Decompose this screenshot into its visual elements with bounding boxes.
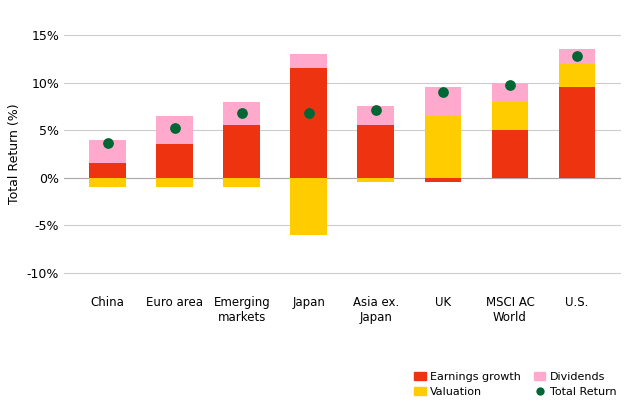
Bar (223, 102, 260, 126)
Bar (424, 178, 461, 182)
Bar (90, 163, 126, 178)
Y-axis label: Total Return (%): Total Return (%) (8, 104, 21, 204)
Point (438, 89, 448, 96)
Bar (156, 145, 193, 178)
Point (371, 107, 381, 113)
Bar (492, 102, 529, 130)
Point (572, 53, 582, 59)
Bar (492, 83, 529, 102)
Bar (559, 64, 595, 87)
Bar (223, 178, 260, 187)
Point (304, 110, 314, 116)
Legend: Earnings growth, Valuation, Dividends, Total Return: Earnings growth, Valuation, Dividends, T… (410, 367, 621, 402)
Bar (358, 178, 394, 182)
Bar (424, 116, 461, 178)
Bar (291, 54, 327, 68)
Bar (358, 107, 394, 126)
Point (170, 125, 180, 132)
Bar (492, 130, 529, 178)
Bar (156, 116, 193, 145)
Bar (90, 140, 126, 163)
Bar (424, 87, 461, 116)
Bar (291, 178, 327, 234)
Bar (358, 126, 394, 178)
Bar (223, 126, 260, 178)
Bar (291, 68, 327, 178)
Point (237, 110, 247, 116)
Point (505, 81, 515, 88)
Point (102, 139, 113, 146)
Bar (90, 178, 126, 187)
Bar (559, 49, 595, 64)
Bar (559, 87, 595, 178)
Bar (156, 178, 193, 187)
